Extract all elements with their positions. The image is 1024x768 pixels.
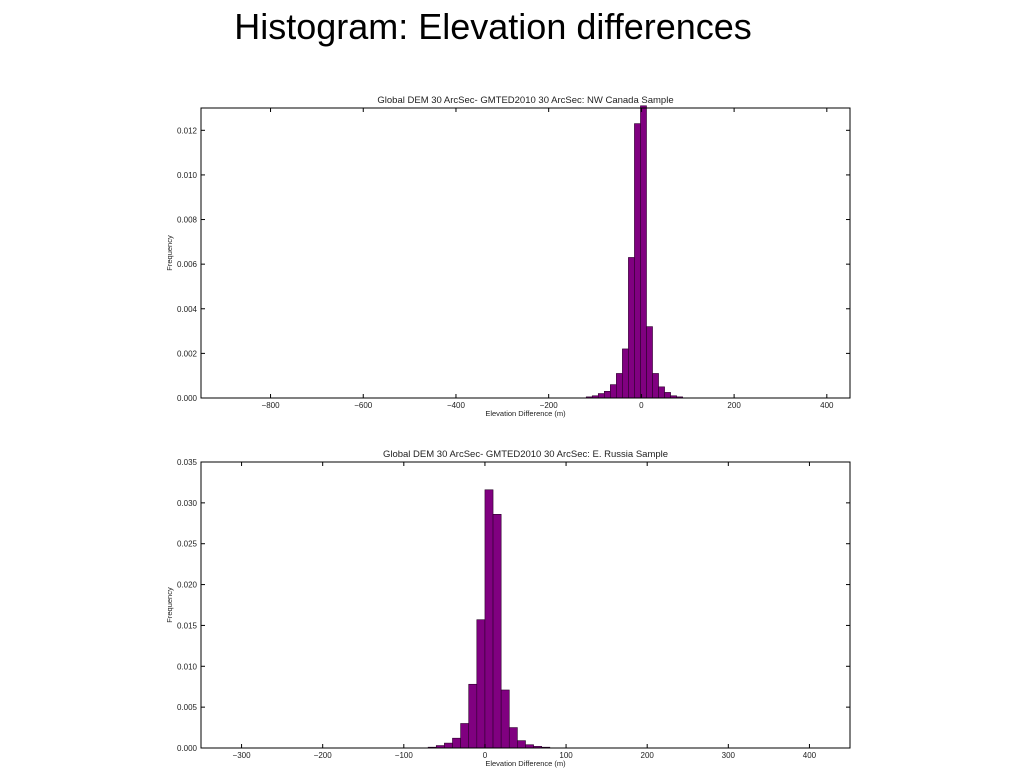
x-tick-label: 0 [483, 751, 488, 760]
x-axis-label: Elevation Difference (m) [485, 759, 566, 768]
x-tick-label: 200 [727, 401, 741, 410]
x-tick-label: 0 [639, 401, 644, 410]
slide-title: Histogram: Elevation differences [234, 6, 752, 47]
y-tick-label: 0.030 [177, 499, 198, 508]
y-tick-label: 0.020 [177, 581, 198, 590]
x-tick-label: 400 [820, 401, 834, 410]
y-axis-label: Frequency [165, 235, 174, 271]
x-tick-label: −600 [354, 401, 373, 410]
y-tick-label: 0.004 [177, 305, 198, 314]
histogram-bar [634, 123, 641, 399]
histogram-bar [468, 683, 478, 749]
histogram-bar [597, 393, 605, 399]
x-tick-label: −100 [395, 751, 414, 760]
x-tick-label: −200 [314, 751, 333, 760]
y-tick-label: 0.010 [177, 171, 198, 180]
histogram-bar [640, 105, 647, 399]
x-tick-label: 200 [641, 751, 655, 760]
axes-frame [200, 107, 851, 399]
y-tick-label: 0.015 [177, 621, 198, 630]
histogram-bar [508, 727, 518, 749]
x-tick-label: −800 [262, 401, 281, 410]
y-tick-label: 0.012 [177, 126, 198, 135]
histogram-bar [517, 740, 526, 749]
histogram-bar [460, 723, 470, 749]
y-tick-label: 0.010 [177, 662, 198, 671]
x-tick-label: −400 [447, 401, 466, 410]
histogram-bar [628, 257, 635, 399]
y-tick-label: 0.025 [177, 540, 198, 549]
chart-title: Global DEM 30 ArcSec- GMTED2010 30 ArcSe… [377, 95, 673, 106]
x-tick-label: 100 [559, 751, 573, 760]
histogram-bar [646, 326, 653, 399]
histogram-bar [658, 386, 665, 399]
x-tick-label: −300 [233, 751, 252, 760]
histogram-bar [484, 489, 494, 749]
histogram-bar [500, 689, 510, 749]
histogram-bar [492, 514, 502, 749]
histogram-bar [610, 384, 617, 399]
histogram-nw-canada: −800 −600 −400 −200 0 200 400 0.000 0.002 0.004 0.… [165, 95, 851, 418]
x-tick-label: 300 [722, 751, 736, 760]
y-axis-label: Frequency [165, 587, 174, 623]
y-tick-label: 0.008 [177, 216, 198, 225]
histogram-bar [652, 373, 659, 399]
histogram-bar [664, 392, 671, 399]
histogram-e-russia: −300 −200 −100 0 100 200 300 400 0.000 0.005 0.010… [165, 449, 851, 768]
y-tick-label: 0.035 [177, 458, 198, 467]
y-tick-label: 0.000 [177, 394, 198, 403]
histogram-bar [444, 742, 453, 749]
y-tick-label: 0.000 [177, 744, 198, 753]
histogram-bar [476, 619, 486, 749]
axes-frame [200, 461, 851, 749]
histogram-bar [616, 373, 623, 399]
histogram-bar [622, 348, 629, 399]
y-tick-label: 0.002 [177, 349, 198, 358]
chart-title: Global DEM 30 ArcSec- GMTED2010 30 ArcSe… [383, 449, 668, 460]
y-tick-label: 0.006 [177, 260, 198, 269]
x-tick-label: 400 [803, 751, 817, 760]
x-axis-label: Elevation Difference (m) [485, 409, 566, 418]
x-tick-label: −200 [540, 401, 559, 410]
histogram-bar [452, 737, 461, 749]
y-tick-label: 0.005 [177, 703, 198, 712]
histogram-bar [604, 391, 611, 399]
